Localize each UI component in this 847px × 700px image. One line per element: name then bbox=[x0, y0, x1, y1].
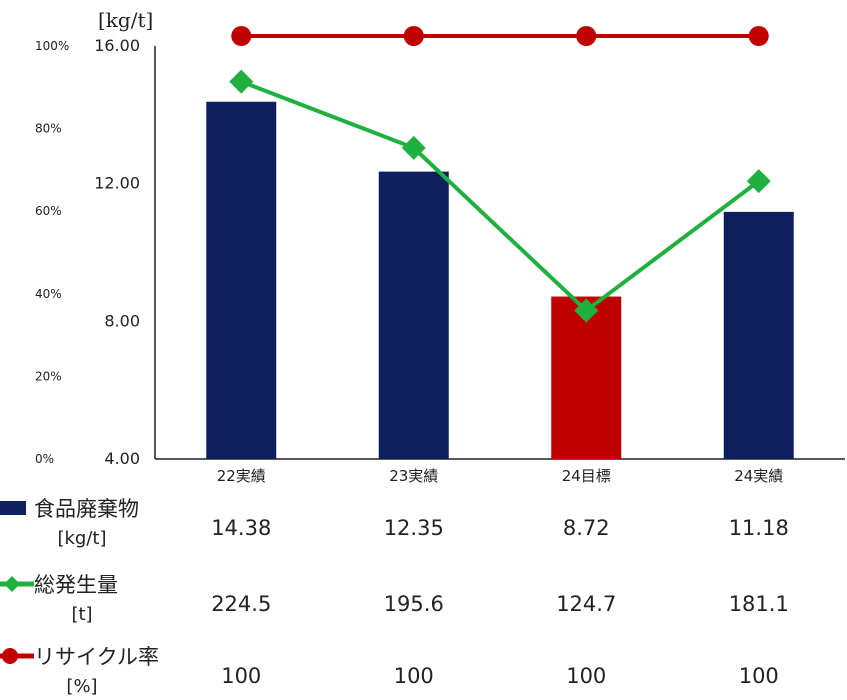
recycle-rate-marker bbox=[403, 26, 424, 46]
table-row-label: 総発生量 bbox=[34, 573, 118, 597]
percent-axis-tick: 40% bbox=[35, 287, 62, 301]
percent-axis-tick: 0% bbox=[35, 452, 54, 466]
bar bbox=[206, 101, 277, 459]
legend-diamond-marker bbox=[4, 576, 20, 592]
table-row-unit: [%] bbox=[66, 676, 97, 697]
category-label: 24実績 bbox=[734, 467, 783, 485]
table-row-unit: [t] bbox=[71, 604, 92, 625]
table-row-label: リサイクル率 bbox=[34, 645, 159, 669]
total-amount-marker bbox=[746, 169, 771, 194]
recycle-rate-marker bbox=[748, 26, 769, 46]
table-cell: 124.7 bbox=[556, 592, 616, 616]
recycle-rate-marker bbox=[576, 26, 597, 46]
table-cell: 100 bbox=[394, 664, 434, 688]
table-cell: 100 bbox=[221, 664, 261, 688]
table-cell: 195.6 bbox=[384, 592, 444, 616]
table-cell: 224.5 bbox=[211, 592, 271, 616]
primary-axis-tick: 12.00 bbox=[94, 174, 140, 193]
bar bbox=[378, 171, 449, 459]
primary-axis-unit: [kg/t] bbox=[98, 8, 153, 32]
table-cell: 12.35 bbox=[384, 516, 444, 540]
recycle-rate-marker bbox=[231, 26, 252, 46]
percent-axis-tick: 20% bbox=[35, 369, 62, 383]
total-amount-marker bbox=[229, 69, 254, 94]
legend-circle-marker bbox=[2, 648, 18, 664]
percent-axis-tick: 100% bbox=[35, 39, 69, 53]
table-row-unit: [kg/t] bbox=[57, 528, 106, 549]
percent-axis-tick: 60% bbox=[35, 204, 62, 218]
total-amount-marker bbox=[401, 135, 426, 160]
total-amount-marker bbox=[574, 298, 599, 323]
bar bbox=[723, 211, 794, 459]
table-cell: 100 bbox=[566, 664, 606, 688]
bar bbox=[551, 296, 622, 459]
category-label: 22実績 bbox=[217, 467, 266, 485]
table-cell: 14.38 bbox=[211, 516, 271, 540]
percent-axis-tick: 80% bbox=[35, 122, 62, 136]
total-amount-line bbox=[240, 79, 760, 314]
primary-axis-tick: 16.00 bbox=[94, 36, 140, 55]
category-label: 24目標 bbox=[562, 467, 611, 485]
primary-axis-tick: 8.00 bbox=[104, 311, 140, 330]
table-row-label: 食品廃棄物 bbox=[34, 497, 139, 521]
table-cell: 100 bbox=[739, 664, 779, 688]
table-cell: 181.1 bbox=[729, 592, 789, 616]
category-label: 23実績 bbox=[389, 467, 438, 485]
legend-bar-swatch bbox=[0, 501, 26, 515]
table-cell: 8.72 bbox=[563, 516, 610, 540]
primary-axis-tick: 4.00 bbox=[104, 449, 140, 468]
table-cell: 11.18 bbox=[729, 516, 789, 540]
